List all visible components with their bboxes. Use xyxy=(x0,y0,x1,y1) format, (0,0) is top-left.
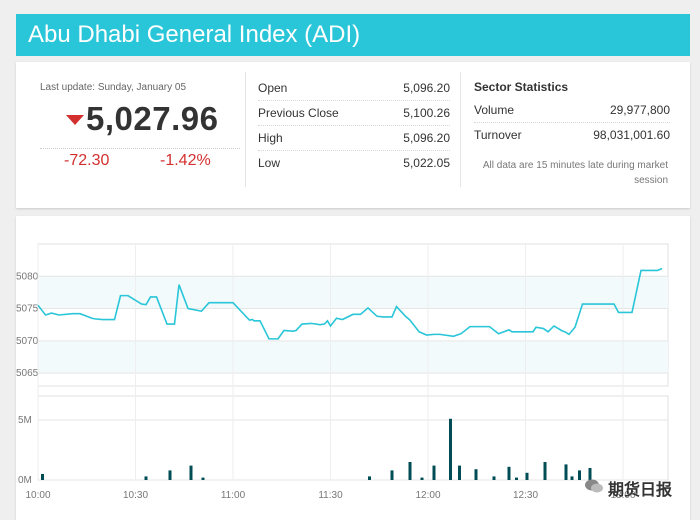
intraday-chart-card: 5080 5075 5070 5065 5M 0M 10:00 10:30 11:00 11:30… xyxy=(16,216,690,520)
x-tick-label: 12:30 xyxy=(513,490,538,501)
intraday-chart[interactable]: 5080 5075 5070 5065 5M 0M 10:00 10:30 11:00 11:30… xyxy=(16,216,690,520)
volume-bar xyxy=(390,470,394,480)
volume-bar xyxy=(41,474,44,480)
volume-bar xyxy=(420,477,424,480)
sector-value: 29,977,800 xyxy=(609,103,670,117)
sector-statistics: Sector Statistics Volume 29,977,800 Turn… xyxy=(474,80,670,147)
y-tick-label: 5065 xyxy=(16,368,39,379)
volume-bar xyxy=(588,468,592,480)
index-summary-card: Last update: Sunday, January 05 5,027.96… xyxy=(16,62,690,208)
watermark-text: 期货日报 xyxy=(608,482,673,499)
sector-label: Volume xyxy=(474,103,515,117)
quote-row-high: High 5,096.20 xyxy=(258,126,450,151)
change-absolute: -72.30 xyxy=(64,152,110,169)
quote-row-low: Low 5,022.05 xyxy=(258,151,450,175)
volume-bar xyxy=(168,470,172,480)
index-price: 5,027.96 xyxy=(86,100,219,137)
quote-value: 5,096.20 xyxy=(403,81,450,95)
quote-table: Open 5,096.20 Previous Close 5,100.26 Hi… xyxy=(258,76,450,175)
volume-bar xyxy=(474,469,478,480)
x-tick-label: 12:00 xyxy=(415,490,440,501)
divider xyxy=(460,72,461,187)
x-tick-label: 11:00 xyxy=(221,490,246,501)
quote-value: 5,096.20 xyxy=(403,131,450,145)
volume-bar xyxy=(144,476,148,480)
change-percent: -1.42% xyxy=(160,152,211,169)
volume-bar xyxy=(543,462,547,480)
x-tick-label: 10:00 xyxy=(25,490,50,501)
volume-plot-area xyxy=(37,395,669,481)
volume-bar xyxy=(201,477,205,480)
sector-row-turnover: Turnover 98,031,001.60 xyxy=(474,123,670,147)
quote-label: Open xyxy=(258,81,288,95)
y-tick-label: 5M xyxy=(18,415,32,426)
quote-label: Low xyxy=(258,156,281,170)
volume-bar xyxy=(570,476,574,480)
quote-value: 5,022.05 xyxy=(403,156,450,170)
quote-label: Previous Close xyxy=(258,106,339,120)
volume-bar xyxy=(368,476,371,480)
divider xyxy=(40,148,240,149)
volume-bar xyxy=(408,462,412,480)
last-update: Last update: Sunday, January 05 xyxy=(40,82,187,93)
volume-bar xyxy=(578,470,581,480)
volume-bar xyxy=(525,472,529,480)
wechat-icon xyxy=(585,479,603,493)
delay-note: All data are 15 minutes late during mark… xyxy=(482,160,668,186)
x-tick-label: 10:30 xyxy=(123,490,148,501)
sector-title: Sector Statistics xyxy=(474,80,569,94)
quote-value: 5,100.26 xyxy=(403,106,450,120)
volume-bar xyxy=(507,466,511,480)
divider xyxy=(245,72,246,187)
sector-value: 98,031,001.60 xyxy=(593,128,670,142)
sector-label: Turnover xyxy=(474,128,522,142)
volume-bar xyxy=(189,465,193,480)
grid-band xyxy=(38,340,668,374)
price-series-line xyxy=(37,267,663,340)
sector-row-volume: Volume 29,977,800 xyxy=(474,98,670,123)
y-tick-label: 0M xyxy=(18,475,32,486)
volume-bar xyxy=(458,465,461,480)
quote-row-previous-close: Previous Close 5,100.26 xyxy=(258,101,450,126)
volume-bar xyxy=(515,477,518,480)
y-tick-label: 5075 xyxy=(16,304,39,315)
volume-bar xyxy=(492,476,496,480)
volume-bar xyxy=(564,464,568,480)
y-tick-label: 5070 xyxy=(16,336,39,347)
x-tick-label: 11:30 xyxy=(318,490,343,501)
volume-bar xyxy=(449,418,452,480)
page-title: Abu Dhabi General Index (ADI) xyxy=(16,14,690,56)
quote-row-open: Open 5,096.20 xyxy=(258,76,450,101)
quote-label: High xyxy=(258,131,283,145)
x-tick-label: 13:00 xyxy=(610,490,635,501)
y-tick-label: 5080 xyxy=(16,271,39,282)
down-arrow-icon xyxy=(66,115,84,125)
volume-bar xyxy=(432,465,436,480)
grid-band xyxy=(38,276,668,309)
